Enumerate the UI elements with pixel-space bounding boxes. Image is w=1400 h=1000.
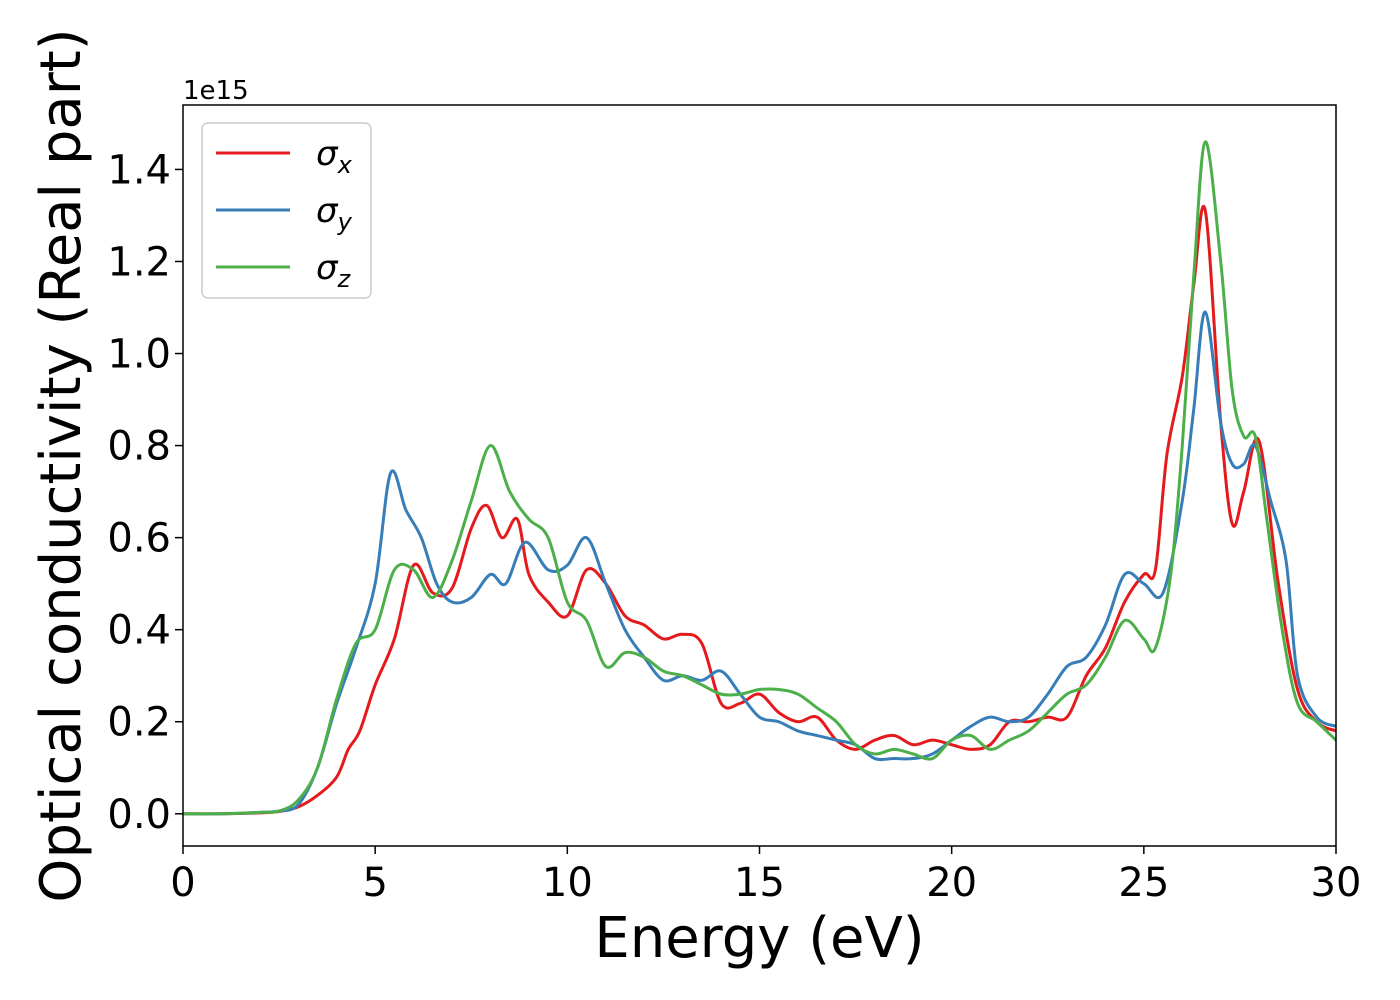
y-tick-label: 0.8 xyxy=(107,424,171,470)
x-tick-label: 25 xyxy=(1118,860,1169,906)
legend-subscript: x xyxy=(337,151,353,179)
y-tick-label: 0.6 xyxy=(107,516,171,562)
y-tick-label: 0.4 xyxy=(107,608,171,654)
y-tick-label: 0.2 xyxy=(107,700,171,746)
x-tick-label: 15 xyxy=(734,860,785,906)
y-tick-label: 1.2 xyxy=(107,239,171,285)
y-axis-ticks: 0.0 0.2 0.4 0.6 0.8 1.0 1.2 1.4 xyxy=(107,147,183,838)
x-axis-title: Energy (eV) xyxy=(594,906,924,971)
x-tick-label: 5 xyxy=(362,860,387,906)
y-tick-label: 1.4 xyxy=(107,147,171,193)
y-tick-label: 1.0 xyxy=(107,332,171,378)
y-axis-title: Optical conductivity (Real part) xyxy=(29,28,94,902)
y-tick-label: 0.0 xyxy=(107,792,171,838)
legend-label-x: σx xyxy=(316,134,353,179)
x-tick-label: 30 xyxy=(1311,860,1362,906)
x-tick-label: 0 xyxy=(170,860,195,906)
series-line-z xyxy=(183,140,1336,816)
legend-subscript: y xyxy=(337,208,353,236)
legend-subscript: z xyxy=(337,265,352,293)
legend-symbol: σ xyxy=(316,248,339,288)
x-axis-ticks: 0 5 10 15 20 25 30 xyxy=(170,846,1361,906)
y-axis-offset-label: 1e15 xyxy=(183,76,249,106)
series-layer xyxy=(183,140,1336,816)
series-line-y xyxy=(183,310,1336,816)
x-tick-label: 10 xyxy=(542,860,593,906)
legend-label-z: σz xyxy=(316,248,352,293)
plot-area xyxy=(183,140,1336,816)
x-tick-label: 20 xyxy=(926,860,977,906)
legend-symbol: σ xyxy=(316,134,339,174)
legend-symbol: σ xyxy=(316,191,339,231)
legend-label-y: σy xyxy=(316,191,353,236)
